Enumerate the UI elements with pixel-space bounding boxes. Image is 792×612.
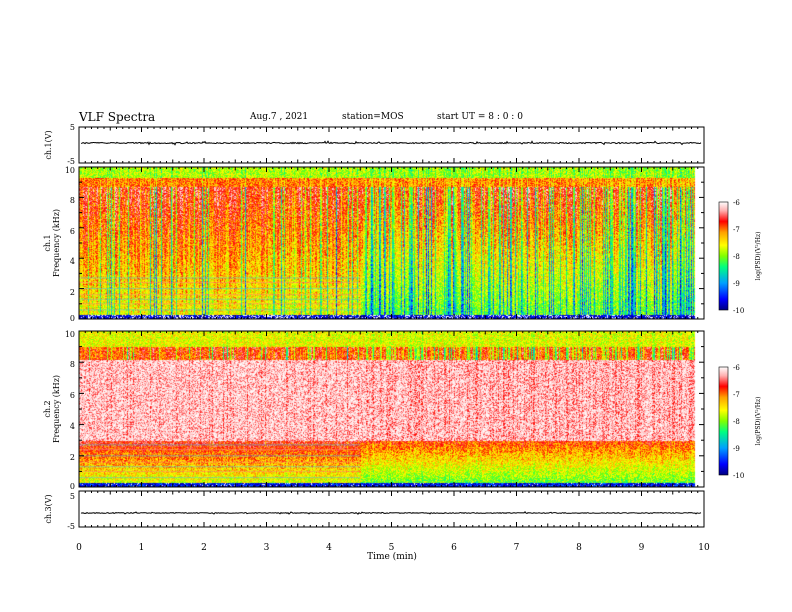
station-label: station=MOS <box>342 112 404 122</box>
ch1-ytick-0: 0 <box>70 314 75 323</box>
cb1-tick-m7: -7 <box>733 226 740 234</box>
xtick-1: 1 <box>139 543 145 553</box>
xtick-2: 2 <box>201 543 207 553</box>
cb2-tick-m9: -9 <box>733 445 740 453</box>
xtick-0: 0 <box>76 543 82 553</box>
xtick-6: 6 <box>451 543 457 553</box>
panel-frame-ch3v <box>78 490 705 528</box>
cb1-tick-m10: -10 <box>733 307 744 315</box>
xtick-5: 5 <box>389 543 395 553</box>
axis-ticks <box>78 127 705 527</box>
date-label: Aug.7 , 2021 <box>250 112 309 122</box>
ch2-ytick-8: 8 <box>70 360 75 369</box>
xtick-10: 10 <box>698 543 710 553</box>
start-time-label: start UT = 8 : 0 : 0 <box>437 112 523 122</box>
ch2-ytick-4: 4 <box>70 422 75 431</box>
ch1-waveform <box>80 140 702 146</box>
ch3-waveform <box>80 511 702 515</box>
colorbar-ch1: -6 -7 -8 -9 -10 log(PSD)(V²/Hz) <box>718 199 762 315</box>
colorbar-ch2: -6 -7 -8 -9 -10 log(PSD)(V²/Hz) <box>718 364 762 480</box>
x-axis-label: Time (min) <box>367 551 417 562</box>
cb2-label: log(PSD)(V²/Hz) <box>755 397 762 446</box>
cb1-tick-m6: -6 <box>733 199 740 207</box>
ch1-ytick-8: 8 <box>70 196 75 205</box>
cb1-tick-m9: -9 <box>733 280 740 288</box>
ch1v-ytick-bottom: -5 <box>67 157 75 166</box>
xtick-7: 7 <box>514 543 520 553</box>
ch3v-ylabel: ch.3(V) <box>44 494 53 523</box>
ch1-ytick-2: 2 <box>70 288 75 297</box>
colorbar-ch1-gradient <box>718 201 729 311</box>
ch1v-ytick-top: 5 <box>70 123 75 132</box>
ch1-ytick-10: 10 <box>65 166 75 175</box>
ch3v-ytick-top: 5 <box>70 492 75 501</box>
panel-frame-ch1v <box>78 126 705 164</box>
ch2-ylabel: ch.2 <box>43 400 52 417</box>
xtick-3: 3 <box>264 543 270 553</box>
cb1-label: log(PSD)(V²/Hz) <box>755 232 762 281</box>
xtick-4: 4 <box>326 543 332 553</box>
ch1v-ylabel: ch.1(V) <box>44 130 53 159</box>
ch2-ylabel-frequency: Frequency (kHz) <box>52 375 61 443</box>
ch1-ylabel: ch.1 <box>43 234 52 251</box>
cb1-tick-m8: -8 <box>733 253 740 261</box>
spectrogram-ch1-image <box>79 167 704 319</box>
cb2-tick-m7: -7 <box>733 391 740 399</box>
xtick-9: 9 <box>639 543 645 553</box>
xtick-8: 8 <box>576 543 582 553</box>
spectrogram-ch2-image <box>79 331 704 487</box>
cb2-tick-m10: -10 <box>733 472 744 480</box>
ch1-ytick-4: 4 <box>70 257 75 266</box>
ch2-ytick-0: 0 <box>70 482 75 491</box>
ch1-ytick-6: 6 <box>70 227 75 236</box>
ch2-ytick-2: 2 <box>70 453 75 462</box>
cb2-tick-m6: -6 <box>733 364 740 372</box>
ch2-ytick-10: 10 <box>65 330 75 339</box>
ch3v-ytick-bottom: -5 <box>67 522 75 531</box>
cb2-tick-m8: -8 <box>733 418 740 426</box>
ch1-ylabel-frequency: Frequency (kHz) <box>52 209 61 277</box>
ch2-ytick-6: 6 <box>70 391 75 400</box>
colorbar-ch2-gradient <box>718 366 729 476</box>
chart-title: VLF Spectra <box>79 110 156 124</box>
